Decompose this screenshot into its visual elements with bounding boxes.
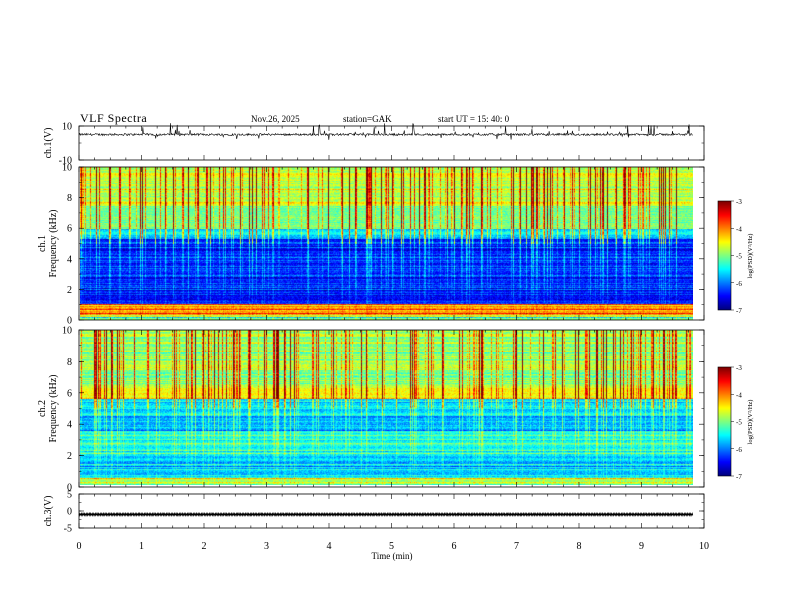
x-tick-label: 1 bbox=[139, 541, 144, 552]
ch1-trace bbox=[78, 123, 693, 140]
ch3-trace bbox=[78, 511, 694, 517]
y-tick-label: 0 bbox=[67, 316, 72, 327]
y-tick-label: 6 bbox=[67, 224, 72, 235]
y-tick-label: 2 bbox=[67, 451, 72, 462]
x-tick-label: 9 bbox=[639, 541, 644, 552]
y-tick-label: 10 bbox=[62, 326, 72, 337]
colorbar-tick-label: -3 bbox=[736, 364, 742, 372]
ch1-colorbar bbox=[718, 201, 731, 310]
colorbar-tick-label: -6 bbox=[736, 446, 742, 454]
panel-frame bbox=[78, 493, 705, 529]
colorbar-tick-label: -4 bbox=[736, 225, 742, 233]
colorbar-tick-label: -3 bbox=[736, 198, 742, 206]
y-tick-label: 0 bbox=[67, 483, 72, 494]
x-tick-label: 8 bbox=[577, 541, 582, 552]
colorbar-label: log(PSD)(V²/Hz) bbox=[747, 234, 754, 279]
colorbar-tick-label: -7 bbox=[736, 473, 742, 481]
ch3-ylabel: ch.3(V) bbox=[43, 496, 54, 527]
spectrogram-ylabel-frequency: Frequency (kHz) bbox=[48, 209, 59, 277]
colorbar-tick-label: -6 bbox=[736, 280, 742, 288]
x-tick-label: 3 bbox=[264, 541, 269, 552]
ch2-spectrogram-image bbox=[80, 330, 693, 485]
ch1-spectrogram-image bbox=[80, 167, 693, 320]
y-tick-label: 8 bbox=[67, 357, 72, 368]
date-label: Nov.26, 2025 bbox=[251, 114, 300, 124]
y-tick-label: 8 bbox=[67, 193, 72, 204]
ch1-ylabel: ch.1(V) bbox=[43, 128, 54, 159]
colorbar-tick-label: -4 bbox=[736, 391, 742, 399]
y-tick-label: 2 bbox=[67, 285, 72, 296]
y-tick-label: 0 bbox=[67, 507, 72, 518]
spectrogram-ylabel-frequency: Frequency (kHz) bbox=[48, 374, 59, 442]
x-tick-label: 10 bbox=[699, 541, 709, 552]
y-tick-label: 10 bbox=[62, 122, 72, 133]
spectrogram-ylabel-channel: ch.1 bbox=[37, 235, 48, 252]
colorbar-tick-label: -5 bbox=[736, 253, 742, 261]
x-tick-label: 2 bbox=[202, 541, 207, 552]
panel-frame bbox=[78, 125, 705, 161]
x-tick-label: 5 bbox=[389, 541, 394, 552]
y-tick-label: 4 bbox=[67, 420, 72, 431]
y-tick-label: 5 bbox=[67, 490, 72, 501]
colorbar-label: log(PSD)(V²/Hz) bbox=[747, 400, 754, 445]
start-time-label: start UT = 15: 40: 0 bbox=[438, 114, 510, 124]
x-tick-label: 6 bbox=[452, 541, 457, 552]
y-tick-label: -5 bbox=[64, 524, 72, 535]
colorbar-tick-label: -5 bbox=[736, 419, 742, 427]
spectrogram-ylabel-channel: ch.2 bbox=[37, 400, 48, 417]
x-axis-label: Time (min) bbox=[372, 551, 413, 561]
x-tick-label: 0 bbox=[77, 541, 82, 552]
y-tick-label: 4 bbox=[67, 254, 72, 265]
figure-title: VLF Spectra bbox=[80, 111, 148, 125]
x-tick-label: 4 bbox=[327, 541, 332, 552]
x-tick-label: 7 bbox=[514, 541, 519, 552]
y-tick-label: 10 bbox=[62, 163, 72, 174]
ch2-colorbar bbox=[718, 367, 731, 476]
colorbar-tick-label: -7 bbox=[736, 307, 742, 315]
y-tick-label: -10 bbox=[59, 156, 72, 167]
station-label: station=GAK bbox=[343, 114, 392, 124]
y-tick-label: 6 bbox=[67, 388, 72, 399]
